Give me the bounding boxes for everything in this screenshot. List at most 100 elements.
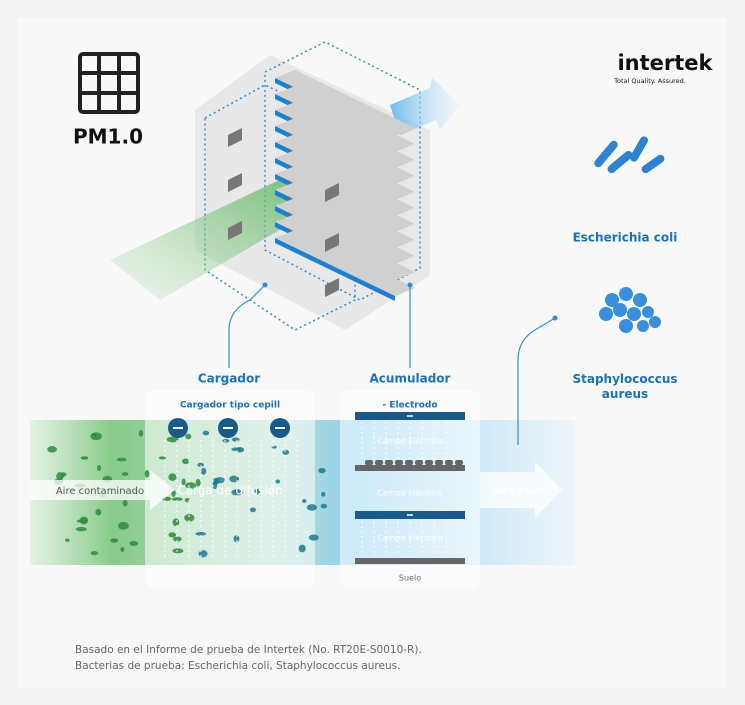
particle: [195, 478, 201, 487]
brush-electrodes: [168, 418, 290, 438]
footnote: Basado en el Informe de prueba de Intert…: [75, 644, 422, 656]
logo-tagline: Total Quality. Assured.: [613, 77, 686, 85]
particle: [47, 446, 57, 453]
particle: [181, 478, 186, 486]
floor-label: Suelo: [399, 574, 421, 583]
inlet-beam: [110, 175, 305, 300]
collector-card: [340, 390, 480, 588]
charger-card: [145, 390, 315, 588]
particle: [229, 475, 240, 483]
field-label: Campo Eléctrico: [377, 488, 442, 498]
particle: [65, 538, 70, 542]
plates: [275, 70, 415, 301]
particle: [166, 436, 179, 443]
bacteria-label: Escherichia coli: [573, 231, 678, 245]
particle: [298, 544, 306, 553]
particle: [171, 497, 183, 501]
particle: [301, 499, 307, 503]
captured-particle: [375, 460, 383, 465]
particle: [320, 503, 328, 509]
particle: [198, 550, 208, 558]
field-lines: [164, 422, 459, 560]
particle: [90, 432, 102, 441]
particle: [321, 491, 326, 497]
collector-outline: [264, 41, 421, 301]
plate: [275, 102, 415, 168]
plate-edge: [275, 238, 395, 301]
particle: [117, 521, 129, 530]
particle: [96, 465, 102, 472]
outlet-arrow: [480, 462, 562, 518]
outlet-label: Aire Puro: [492, 486, 545, 497]
captured-particle: [395, 460, 403, 465]
inlet-arrow: [30, 470, 175, 510]
captured-particle: [365, 460, 373, 465]
particle: [202, 430, 210, 436]
particle: [254, 488, 261, 495]
particle: [110, 538, 119, 543]
particle: [116, 457, 127, 462]
plate: [275, 118, 415, 184]
captured-particle: [435, 460, 443, 465]
minus-signs: [407, 415, 413, 516]
outlet-beam: [390, 78, 460, 135]
plate: [275, 150, 415, 216]
staph-icon: [599, 287, 661, 333]
plate: [275, 230, 415, 296]
plate: [275, 86, 415, 152]
particle: [138, 430, 144, 437]
captured-particle: [405, 460, 413, 465]
diffusion-label: Carga de difusión: [177, 484, 282, 498]
particle: [214, 477, 225, 484]
charger-label: Cargador: [198, 372, 260, 386]
particle: [121, 472, 129, 476]
particle: [158, 456, 166, 460]
particle: [222, 439, 230, 443]
particle: [56, 472, 64, 481]
particle: [185, 482, 197, 489]
plate: [275, 198, 415, 264]
particle: [172, 548, 184, 554]
charger-pins: [228, 128, 339, 297]
footnote: Bacterias de prueba: Escherichia coli, S…: [75, 660, 400, 672]
plate: [275, 182, 415, 248]
plate: [275, 70, 415, 136]
ecoli-icon: [594, 136, 665, 174]
particle: [144, 469, 150, 478]
electrode-label: - Electrodo: [382, 401, 437, 411]
connectors: [228, 284, 556, 445]
captured-particle: [415, 460, 423, 465]
title: PM1.0: [73, 125, 143, 149]
particle: [233, 535, 240, 543]
particle: [212, 481, 218, 490]
particle: [168, 473, 177, 481]
particle: [79, 516, 89, 525]
particle: [308, 534, 319, 541]
particle: [172, 536, 182, 542]
plate: [275, 166, 415, 232]
brush-label: Cargador tipo cepill: [180, 401, 280, 411]
particle: [282, 449, 290, 455]
particle: [201, 467, 207, 475]
particle: [95, 508, 102, 516]
particle: [306, 504, 318, 511]
particle: [249, 507, 256, 513]
captured-particle: [385, 460, 393, 465]
bacteria-label: Staphylococcus aureus: [572, 372, 678, 401]
plate: [275, 134, 415, 200]
captured-particle: [445, 460, 453, 465]
particle: [318, 467, 326, 474]
particle: [129, 540, 138, 546]
collector-label: Acumulador: [370, 372, 451, 386]
particles: [47, 430, 463, 558]
logo: intertek: [617, 51, 713, 75]
captured-particle: [425, 460, 433, 465]
particle: [75, 526, 87, 532]
particle: [231, 447, 241, 452]
particle: [172, 518, 180, 527]
particle: [168, 532, 177, 538]
particle: [231, 489, 243, 496]
particle: [184, 497, 190, 503]
